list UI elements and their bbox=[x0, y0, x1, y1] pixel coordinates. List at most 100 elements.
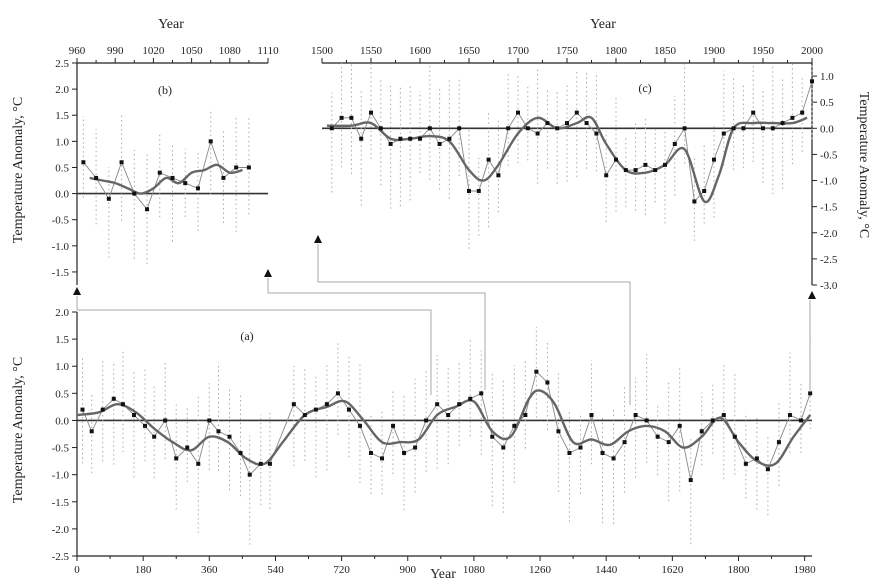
panel-a-x-tick-label-0: 0 bbox=[74, 564, 80, 576]
panel-a-data-point bbox=[600, 450, 605, 455]
panel-c-data-point bbox=[780, 121, 785, 126]
panel-a-x-tick-label-1260: 1260 bbox=[529, 564, 552, 576]
panel-a-data-point bbox=[688, 478, 693, 483]
panel-a-data-point bbox=[611, 456, 616, 461]
panel-c-data-point bbox=[731, 126, 736, 131]
panel-b-x-tick-label-1020: 1020 bbox=[142, 45, 165, 57]
panel-a-data-point bbox=[258, 461, 263, 466]
panel-c-data-point bbox=[486, 157, 491, 162]
panel-a-data-point bbox=[380, 456, 385, 461]
panel-a-data-point bbox=[468, 396, 473, 401]
panel-a-data-point bbox=[655, 434, 660, 439]
panel-c-data-point bbox=[378, 126, 383, 131]
panel-a-y-tick-label-1: 1.0 bbox=[55, 361, 69, 373]
panel-a-y-tick-label-m1p5: -1.5 bbox=[52, 497, 70, 509]
panel-a-data-point bbox=[743, 461, 748, 466]
panel-a-data-point bbox=[677, 423, 682, 428]
panel-b-data-point bbox=[81, 160, 86, 165]
panel-c-data-point bbox=[653, 168, 658, 173]
panel-a-y-tick-label-2: 2.0 bbox=[55, 307, 69, 319]
panel-b-data-point bbox=[157, 170, 162, 175]
panel-c-data-point bbox=[692, 199, 697, 204]
panel-c-y-tick-label-m2p5: -2.5 bbox=[820, 254, 838, 266]
panel-c-data-point bbox=[545, 121, 550, 126]
panel-c-x-tick-label-1850: 1850 bbox=[654, 45, 677, 57]
panel-c-data-point bbox=[643, 162, 648, 167]
panel-b-raw-line bbox=[83, 139, 249, 211]
panel-a-data-point bbox=[666, 440, 671, 445]
panel-a-x-tick-label-1080: 1080 bbox=[463, 564, 486, 576]
panel-b-data-point bbox=[195, 186, 200, 191]
panel-a-data-point bbox=[732, 434, 737, 439]
panel-connectors bbox=[73, 235, 816, 405]
panel-a-data-point bbox=[247, 472, 252, 477]
panel-c-smoothed-curve bbox=[326, 115, 808, 204]
panel-c-data-point bbox=[810, 79, 814, 84]
panel-a-data-point bbox=[131, 413, 136, 418]
panel-b-y-tick-label-2p5: 2.5 bbox=[55, 58, 69, 70]
panel-a-data-point bbox=[391, 423, 396, 428]
panel-c-data-point bbox=[525, 126, 530, 131]
panel-b-y-tick-label-1: 1.0 bbox=[55, 136, 69, 148]
panel-a-y-tick-label-m2p5: -2.5 bbox=[52, 551, 70, 563]
panel-c-data-point bbox=[535, 131, 540, 136]
panel-a-y-tick-label-m2: -2.0 bbox=[52, 524, 70, 536]
panel-c-x-tick-label-1800: 1800 bbox=[605, 45, 628, 57]
panel-a-data-point bbox=[335, 391, 340, 396]
panel-c-data-point bbox=[349, 115, 354, 120]
panel-a-x-label: Year bbox=[430, 567, 456, 582]
panel-a-data-point bbox=[754, 456, 759, 461]
panel-b-y-tick-label-2: 2.0 bbox=[55, 84, 69, 96]
panel-c: Year (c) Temperature Anomaly, °C 1500 155… bbox=[311, 17, 871, 292]
panel-a-data-point bbox=[446, 413, 451, 418]
panel-a-data-point bbox=[357, 423, 362, 428]
panel-b-data-point bbox=[170, 175, 175, 180]
panel-b-data-point bbox=[145, 207, 150, 212]
panel-a-x-tick-label-1620: 1620 bbox=[661, 564, 684, 576]
panel-c-y-tick-label-m2: -2.0 bbox=[820, 228, 838, 240]
panel-a-x-tick-label-540: 540 bbox=[267, 564, 284, 576]
panel-b-x-tick-label-960: 960 bbox=[69, 45, 86, 57]
panel-a-data-point bbox=[346, 407, 351, 412]
panel-b-data-point bbox=[119, 160, 124, 165]
panel-a-y-tick-label-0p5: 0.5 bbox=[55, 388, 69, 400]
panel-a-data-point bbox=[120, 402, 125, 407]
panel-a-data-point bbox=[479, 391, 484, 396]
panel-a-x-tick-label-900: 900 bbox=[400, 564, 417, 576]
panel-a-y-tick-label-1p5: 1.5 bbox=[55, 334, 69, 346]
panel-c-y-tick-label-1: 1.0 bbox=[820, 71, 834, 83]
panel-a-x-tick-label-1980: 1980 bbox=[794, 564, 817, 576]
panel-a-data-point bbox=[644, 418, 649, 423]
panel-b-x-tick-label-1050: 1050 bbox=[181, 45, 204, 57]
panel-a-data-point bbox=[324, 402, 329, 407]
panel-a-data-point bbox=[523, 413, 528, 418]
panel-c-data-point bbox=[633, 168, 638, 173]
panel-a-label: (a) bbox=[240, 329, 253, 343]
panel-a-data-point bbox=[798, 418, 803, 423]
panel-c-data-point bbox=[555, 126, 560, 131]
panel-c-data-point bbox=[672, 141, 677, 146]
panel-a-data-point bbox=[457, 402, 462, 407]
panel-a-data-point bbox=[302, 413, 307, 418]
panel-c-x-tick-label-1700: 1700 bbox=[507, 45, 530, 57]
panel-a-data-point bbox=[100, 407, 105, 412]
panel-c-data-point bbox=[594, 131, 599, 136]
panel-c-data-point bbox=[506, 126, 511, 131]
panel-a-data-point bbox=[80, 407, 85, 412]
panel-b-label: (b) bbox=[158, 83, 172, 97]
panel-b-data-point bbox=[221, 175, 226, 180]
panel-c-label: (c) bbox=[638, 81, 651, 95]
panel-c-data-point bbox=[623, 168, 628, 173]
panel-b: Year (b) Temperature Anomaly, °C 960 990 1… bbox=[11, 17, 279, 285]
panel-a-data-point bbox=[185, 445, 190, 450]
panel-c-data-point bbox=[565, 121, 569, 126]
panel-c-data-point bbox=[761, 126, 765, 131]
panel-c-data-point bbox=[467, 188, 471, 193]
panel-a-data-point bbox=[710, 418, 715, 423]
panel-c-data-point bbox=[800, 110, 805, 115]
panel-b-x-label: Year bbox=[158, 17, 184, 32]
panel-a-data-point bbox=[152, 434, 157, 439]
panel-b-data-point bbox=[132, 191, 137, 196]
panel-b-data-point bbox=[183, 181, 188, 186]
